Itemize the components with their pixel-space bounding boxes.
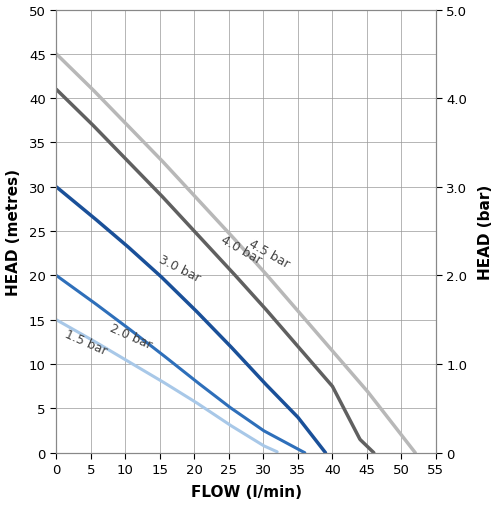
Text: 3.0 bar: 3.0 bar [156, 253, 202, 285]
Y-axis label: HEAD (metres): HEAD (metres) [5, 168, 20, 295]
Text: 2.0 bar: 2.0 bar [108, 321, 154, 351]
Text: 1.5 bar: 1.5 bar [63, 327, 109, 357]
Text: 4.0 bar: 4.0 bar [219, 233, 263, 266]
Y-axis label: HEAD (bar): HEAD (bar) [479, 184, 494, 279]
Text: 4.5 bar: 4.5 bar [246, 237, 291, 271]
X-axis label: FLOW (l/min): FLOW (l/min) [191, 484, 301, 499]
